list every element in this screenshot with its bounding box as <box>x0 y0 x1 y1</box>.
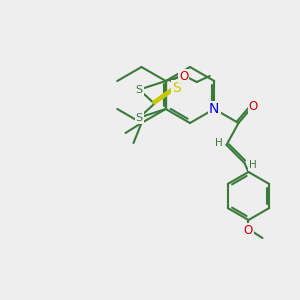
Text: N: N <box>209 102 219 116</box>
Text: O: O <box>244 224 253 236</box>
Text: S: S <box>172 81 181 95</box>
Text: O: O <box>179 70 188 83</box>
Text: S: S <box>136 113 143 123</box>
Text: H: H <box>214 138 222 148</box>
Text: S: S <box>136 85 143 95</box>
Text: O: O <box>249 100 258 112</box>
Text: H: H <box>249 160 256 170</box>
